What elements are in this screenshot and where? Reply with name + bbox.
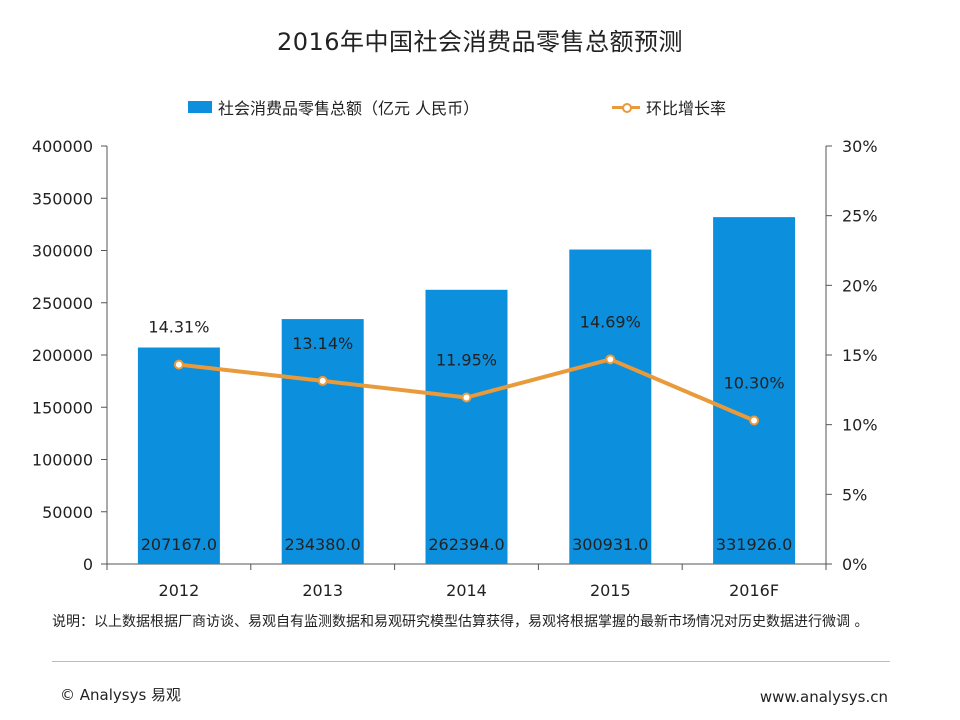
growth-rate-point <box>605 354 616 365</box>
legend-line-label: 环比增长率 <box>646 99 727 118</box>
x-tick-label: 2014 <box>446 581 487 600</box>
growth-rate-point <box>173 359 184 370</box>
bar <box>137 347 220 564</box>
y-left-tick-label: 200000 <box>32 346 93 365</box>
y-right-tick-label: 30% <box>842 137 878 156</box>
y-left-tick-label: 150000 <box>32 398 93 417</box>
footnote: 说明：以上数据根据厂商访谈、易观自有监测数据和易观研究模型估算获得，易观将根据掌… <box>52 614 869 630</box>
y-left-tick-label: 300000 <box>32 242 93 261</box>
growth-rate-label: 11.95% <box>436 350 497 369</box>
combo-chart: 0 50000 100000 150000 200000 250000 300000 3500… <box>32 137 878 600</box>
growth-rate-point <box>461 392 472 403</box>
legend-bar-swatch <box>188 101 212 113</box>
bar <box>713 217 796 564</box>
legend-bar-label: 社会消费品零售总额（亿元 人民币） <box>218 99 480 118</box>
y-right-tick-label: 25% <box>842 207 878 226</box>
y-right-tick-label: 10% <box>842 416 878 435</box>
bar-value-label: 331926.0 <box>716 535 792 554</box>
bar <box>281 319 364 564</box>
y-left-tick-label: 50000 <box>42 503 93 522</box>
bar <box>425 289 508 564</box>
growth-rate-point <box>749 415 760 426</box>
growth-rate-point <box>317 375 328 386</box>
y-left-tick-label: 400000 <box>32 137 93 156</box>
chart-title: 2016年中国社会消费品零售总额预测 <box>276 28 684 56</box>
footer-divider <box>52 661 890 662</box>
legend-line-swatch <box>612 101 640 113</box>
copyright-text: © Analysys 易观 <box>60 686 182 704</box>
y-left-tick-label: 0 <box>83 555 93 574</box>
bar-value-label: 234380.0 <box>285 535 361 554</box>
growth-rate-label: 14.69% <box>580 312 641 331</box>
bar <box>569 249 652 564</box>
growth-rate-label: 10.30% <box>724 373 785 392</box>
y-right-tick-label: 0% <box>842 555 867 574</box>
growth-rate-label: 13.14% <box>292 334 353 353</box>
growth-rate-label: 14.31% <box>148 318 209 337</box>
y-right-tick-label: 15% <box>842 346 878 365</box>
x-tick-label: 2016F <box>729 581 779 600</box>
y-right-tick-label: 20% <box>842 276 878 295</box>
legend-item-bar: 社会消费品零售总额（亿元 人民币） <box>188 95 479 119</box>
x-tick-label: 2013 <box>302 581 343 600</box>
x-tick-label: 2012 <box>159 581 200 600</box>
y-left-tick-label: 100000 <box>32 451 93 470</box>
chart-legend: 社会消费品零售总额（亿元 人民币） 环比增长率 <box>0 95 960 119</box>
y-right-tick-label: 5% <box>842 485 867 504</box>
legend-item-line: 环比增长率 <box>612 95 726 119</box>
bar-value-label: 262394.0 <box>428 535 504 554</box>
y-left-tick-label: 350000 <box>32 189 93 208</box>
x-tick-label: 2015 <box>590 581 631 600</box>
bar-value-label: 300931.0 <box>572 535 648 554</box>
y-left-tick-label: 250000 <box>32 294 93 313</box>
website-text: www.analysys.cn <box>759 688 888 706</box>
bar-value-label: 207167.0 <box>141 535 217 554</box>
